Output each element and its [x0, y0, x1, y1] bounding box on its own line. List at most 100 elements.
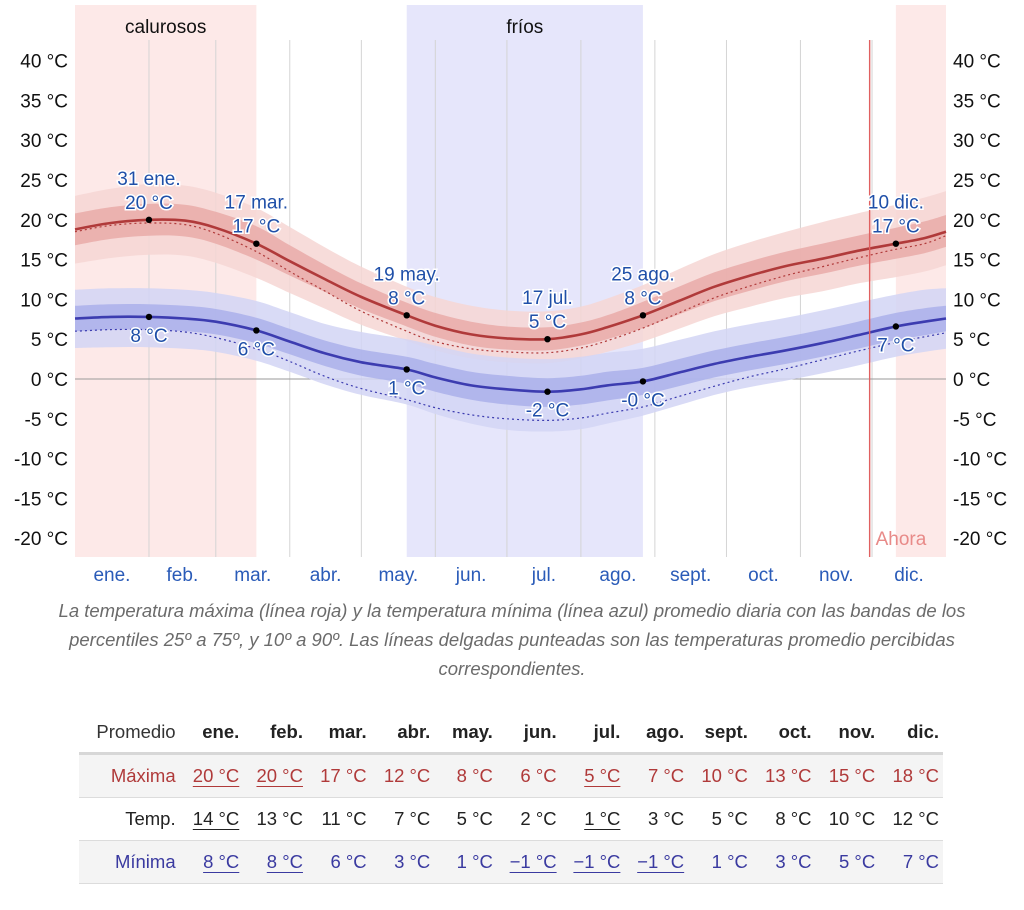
max-annotation-temp: 8 °C: [624, 288, 661, 309]
row-label: Temp.: [125, 808, 176, 829]
table-cell: 18 °C: [879, 754, 943, 798]
y-tick-label-right: -15 °C: [953, 489, 1007, 510]
x-month-label: mar.: [234, 565, 271, 586]
y-tick-label-right: -10 °C: [953, 450, 1007, 471]
max-annotation-temp: 5 °C: [529, 312, 566, 333]
y-tick-label-left: 20 °C: [20, 211, 68, 232]
table-cell: 7 °C: [879, 841, 943, 884]
max-annotation-temp: 20 °C: [125, 193, 173, 214]
x-month-label: abr.: [310, 565, 342, 586]
cell-value: 3 °C: [394, 851, 431, 872]
min-annotation-temp: 1 °C: [388, 378, 425, 399]
month-header: nov.: [815, 712, 880, 755]
cell-value: 8 °C: [775, 808, 812, 829]
table-cell[interactable]: 5 °C: [561, 754, 625, 798]
table-cell: 3 °C: [624, 798, 688, 841]
cell-value: 11 °C: [321, 808, 367, 829]
max-annotation-point: [253, 240, 260, 247]
max-annotation-date: 17 jul.: [522, 288, 573, 309]
x-month-label: jul.: [531, 565, 556, 586]
min-avg-line: [74, 315, 947, 394]
cell-value: 1 °C: [584, 808, 621, 829]
y-tick-label-left: -20 °C: [14, 529, 68, 550]
month-header: sept.: [688, 712, 752, 755]
cell-value: 6 °C: [330, 851, 367, 872]
table-cell[interactable]: −1 °C: [497, 841, 561, 884]
table-cell: 5 °C: [816, 841, 880, 884]
cell-value: 8 °C: [266, 851, 303, 872]
table-cell[interactable]: −1 °C: [561, 841, 625, 884]
max-annotation-date: 10 dic.: [868, 193, 924, 214]
y-tick-label-right: 40 °C: [953, 52, 1001, 73]
x-month-label: nov.: [819, 565, 854, 586]
y-tick-label-left: 35 °C: [20, 91, 68, 112]
month-header: jun.: [496, 712, 561, 755]
table-cell: 5 °C: [688, 798, 752, 841]
max-annotation-date: 17 mar.: [225, 193, 288, 214]
cell-value: 7 °C: [647, 765, 685, 786]
table-cell[interactable]: 8 °C: [243, 841, 307, 884]
table-cell[interactable]: 20 °C: [243, 754, 307, 798]
table-header-row: Promedio ene. feb. mar. abr. may. jun. j…: [79, 712, 943, 755]
month-header: mar.: [306, 712, 371, 755]
min-annotation-point: [145, 313, 153, 321]
min-annotation-point: [892, 323, 900, 330]
cell-value: 20 °C: [192, 765, 240, 786]
y-tick-label-left: 40 °C: [20, 52, 68, 73]
table-cell[interactable]: 1 °C: [561, 798, 625, 841]
cell-value: 13 °C: [256, 808, 303, 829]
cell-value: 1 °C: [711, 851, 748, 872]
table-cell: 17 °C: [307, 754, 371, 798]
cell-value: 5 °C: [584, 765, 621, 786]
cell-value: 15 °C: [828, 765, 876, 786]
max-annotation-temp: 17 °C: [872, 217, 920, 238]
min-annotation-temp: 6 °C: [238, 339, 275, 360]
month-header: abr.: [370, 712, 435, 755]
table-header-label: Promedio: [79, 712, 180, 755]
y-tick-label-right: 25 °C: [953, 171, 1001, 192]
table-cell: 3 °C: [752, 841, 816, 884]
y-tick-label-left: -10 °C: [14, 450, 68, 471]
cell-value: 18 °C: [892, 765, 939, 786]
table-cell[interactable]: 14 °C: [180, 798, 244, 841]
y-tick-label-left: 5 °C: [31, 330, 68, 351]
cell-value: 7 °C: [902, 851, 939, 872]
cell-value: 7 °C: [394, 808, 431, 829]
x-month-label: feb.: [167, 565, 199, 586]
min-annotation-temp: -2 °C: [526, 401, 570, 422]
max-annotation-point: [639, 312, 647, 319]
table-cell: 3 °C: [371, 841, 435, 884]
cell-value: 3 °C: [647, 808, 685, 829]
x-month-label: jun.: [455, 565, 487, 586]
cell-value: 20 °C: [256, 765, 303, 786]
y-tick-label-left: 25 °C: [20, 171, 68, 192]
y-tick-label-right: 5 °C: [953, 330, 990, 351]
min-row: Mínima 8 °C 8 °C 6 °C 3 °C 1 °C −1 °C −1 °C −1 °…: [79, 840, 943, 884]
table-cell[interactable]: 20 °C: [180, 754, 244, 798]
y-tick-label-left: 30 °C: [20, 131, 68, 152]
table-cell[interactable]: −1 °C: [624, 841, 688, 884]
max-annotation-temp: 17 °C: [232, 217, 280, 238]
cell-value: 5 °C: [456, 808, 493, 829]
x-month-label: may.: [378, 565, 418, 586]
table-cell[interactable]: 8 °C: [180, 841, 244, 884]
table-cell: 6 °C: [497, 754, 561, 798]
temperature-chart: calurosos fríos 40 °C 40 °C 35 °C 35 °C 30 °C 3…: [14, 5, 1007, 586]
y-tick-label-left: -5 °C: [25, 410, 69, 431]
table-cell: 5 °C: [434, 798, 497, 841]
table-cell: 2 °C: [497, 798, 561, 841]
table-cell: 1 °C: [434, 841, 497, 884]
row-label: Máxima: [110, 765, 176, 786]
cell-value: 1 °C: [456, 851, 493, 872]
month-header: oct.: [751, 712, 816, 755]
table-cell: 11 °C: [307, 798, 371, 841]
min-feels-line: [74, 328, 947, 422]
max-row: Máxima 20 °C 20 °C 17 °C 12 °C 8 °C 6 °C 5 °C 7 …: [79, 753, 943, 798]
monthly-summary-table: Promedio ene. feb. mar. abr. may. jun. j…: [79, 712, 943, 884]
month-header: dic.: [879, 712, 943, 755]
max-annotation-date: 19 may.: [374, 264, 440, 285]
month-header: jul.: [560, 712, 625, 755]
cell-value: 17 °C: [320, 765, 367, 786]
min-annotation-temp: 7 °C: [877, 335, 914, 356]
cell-value: 5 °C: [711, 808, 748, 829]
